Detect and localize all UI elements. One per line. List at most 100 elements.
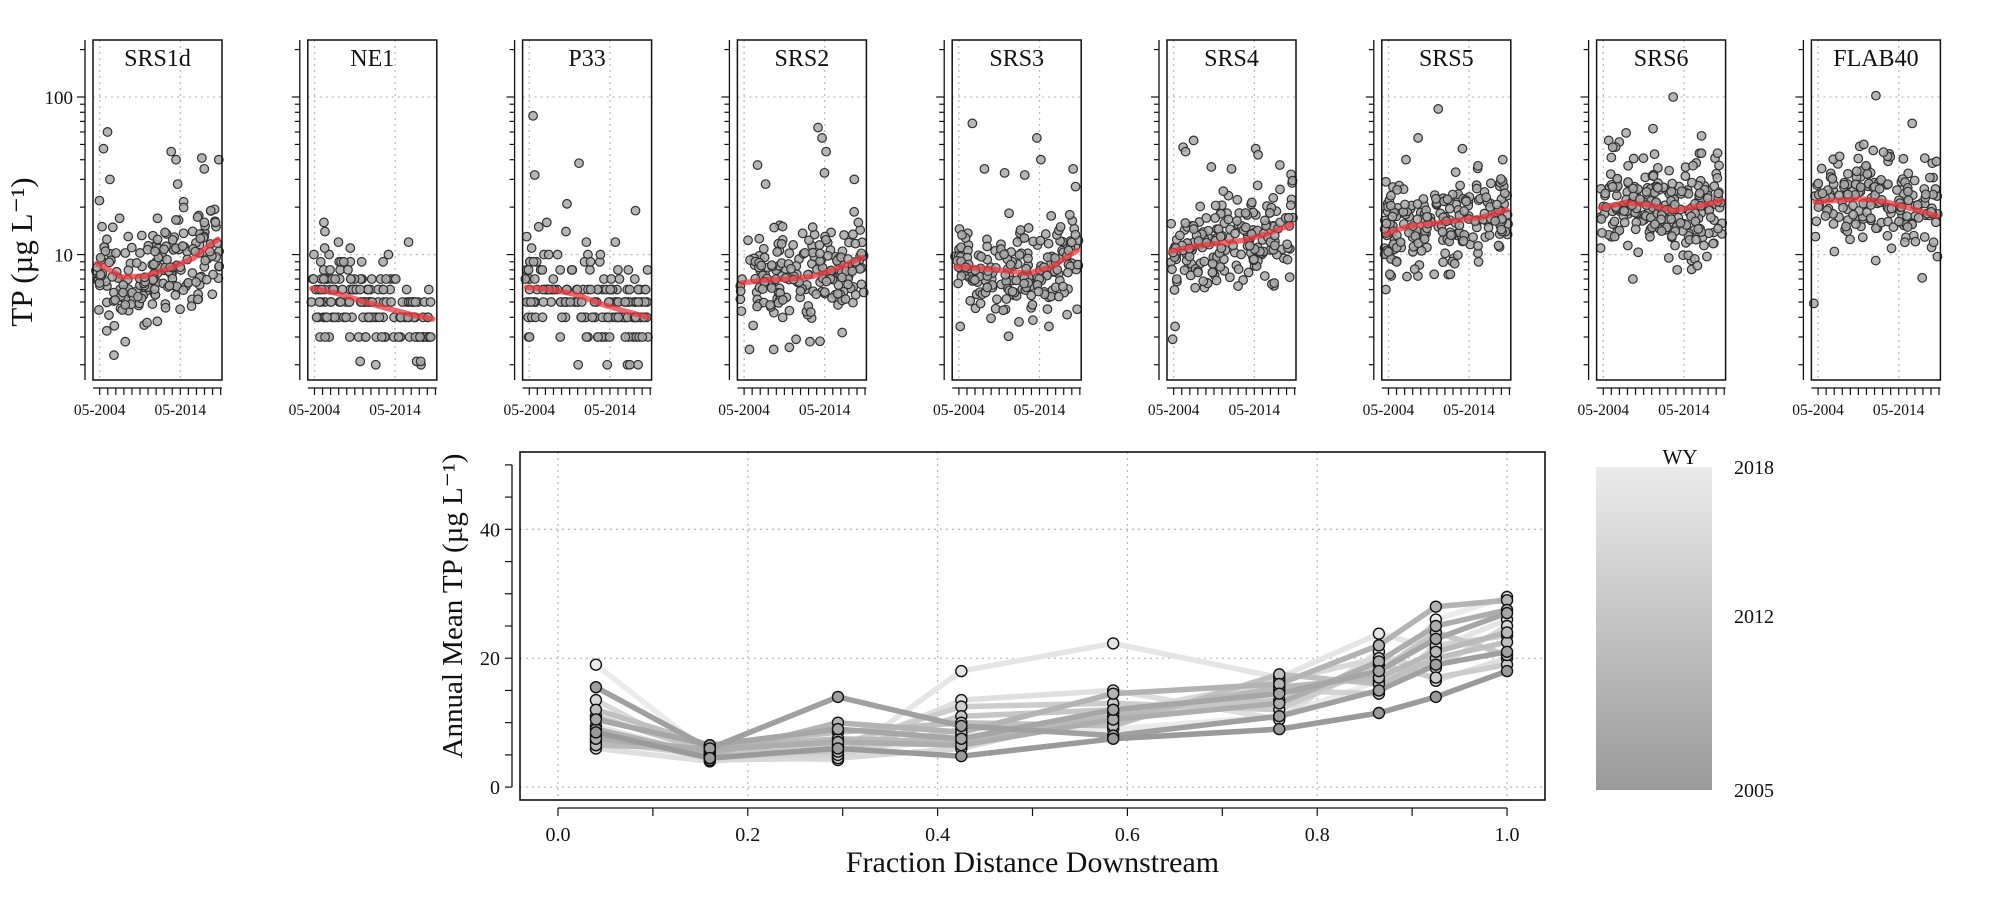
data-point [1813,178,1824,189]
data-point [1057,281,1068,292]
trend-line [953,247,1080,277]
data-point [999,167,1010,178]
data-point [1865,213,1876,224]
data-point [191,277,202,287]
data-point [791,334,801,345]
data-point [102,127,113,137]
data-point [1638,153,1649,164]
panel-srs5: SRS5 05-2004 05-2014 [1363,39,1513,419]
data-point [1913,212,1924,223]
data-point [1471,183,1482,194]
panel-frame [92,39,223,381]
data-point [856,279,867,290]
data-point [335,297,346,307]
series-point [1372,664,1386,678]
data-point [1457,143,1468,154]
data-point [602,359,613,370]
data-point [1066,237,1077,248]
data-point [322,312,332,323]
data-point [1876,174,1886,185]
data-point [555,332,566,342]
series-point [589,681,603,694]
data-point [1210,200,1221,211]
data-point [1886,243,1897,254]
panel-srs2: SRS2 05-2004 05-2014 [718,39,869,419]
series-point [589,658,603,671]
data-point [97,221,107,232]
data-point [175,304,185,315]
data-point [308,274,319,284]
x-tick-label: 05-2014 [584,402,636,419]
data-point [1692,260,1703,271]
data-point [613,312,624,323]
data-point [1855,182,1866,193]
data-point [1878,147,1889,158]
x-tick-label: 0.4 [925,824,950,846]
panel-frame [1810,39,1942,381]
colorbar-label: 2005 [1734,780,1774,802]
data-point [1459,206,1470,216]
data-point [1870,90,1881,101]
x-axis-label: Fraction Distance Downstream [846,846,1219,879]
data-point [1607,142,1618,153]
data-point [587,312,598,323]
data-point [1917,272,1928,283]
data-point [105,174,115,185]
series-point [831,690,845,704]
data-point [363,284,374,295]
data-point [1014,250,1025,260]
data-point [850,238,861,249]
data-point [1452,250,1463,261]
data-point [166,146,177,157]
data-point [1828,218,1839,229]
panel-frame [307,39,438,381]
data-point [743,235,753,246]
data-point [595,249,606,260]
data-point [1053,291,1064,302]
data-point [1230,228,1240,239]
series-point [955,732,968,745]
data-point [1433,104,1444,114]
data-point [1167,334,1178,345]
panel-ne1: NE1 05-2004 05-2014 [289,39,438,419]
data-point [1845,234,1855,245]
station-label: SRS5 [1419,46,1474,72]
x-tick-label: 05-2014 [154,402,206,419]
data-point [410,297,421,307]
data-point [1035,235,1046,246]
y-tick-label: 10 [54,246,73,267]
x-tick-label: 05-2004 [74,402,126,419]
data-point [1490,216,1501,226]
data-point [1838,202,1848,213]
data-point [581,332,592,342]
data-point [1027,299,1038,310]
data-point [1633,247,1644,258]
data-point [849,206,860,217]
data-point [1243,267,1254,278]
data-point [370,359,381,370]
station-label: SRS3 [989,46,1044,72]
data-point [1400,199,1410,210]
data-point [1705,212,1716,223]
data-point [1920,189,1931,200]
data-point [104,310,114,321]
data-point [1218,186,1229,197]
data-point [1275,184,1285,195]
data-point [1014,316,1024,327]
data-point [109,320,120,331]
data-point [187,268,198,278]
data-point [199,217,210,228]
data-point [817,133,827,143]
data-point [1004,208,1014,219]
series-point [1106,703,1120,716]
data-point [1412,199,1423,209]
data-point [104,257,115,268]
data-point [1834,151,1845,162]
data-point [979,163,990,174]
panel-frame [1166,39,1297,381]
data-point [1413,133,1423,143]
data-point [1207,267,1218,278]
data-point [1190,282,1201,293]
data-point [1028,315,1038,326]
panel-flab40: FLAB40 05-2004 05-2014 [1792,39,1943,419]
